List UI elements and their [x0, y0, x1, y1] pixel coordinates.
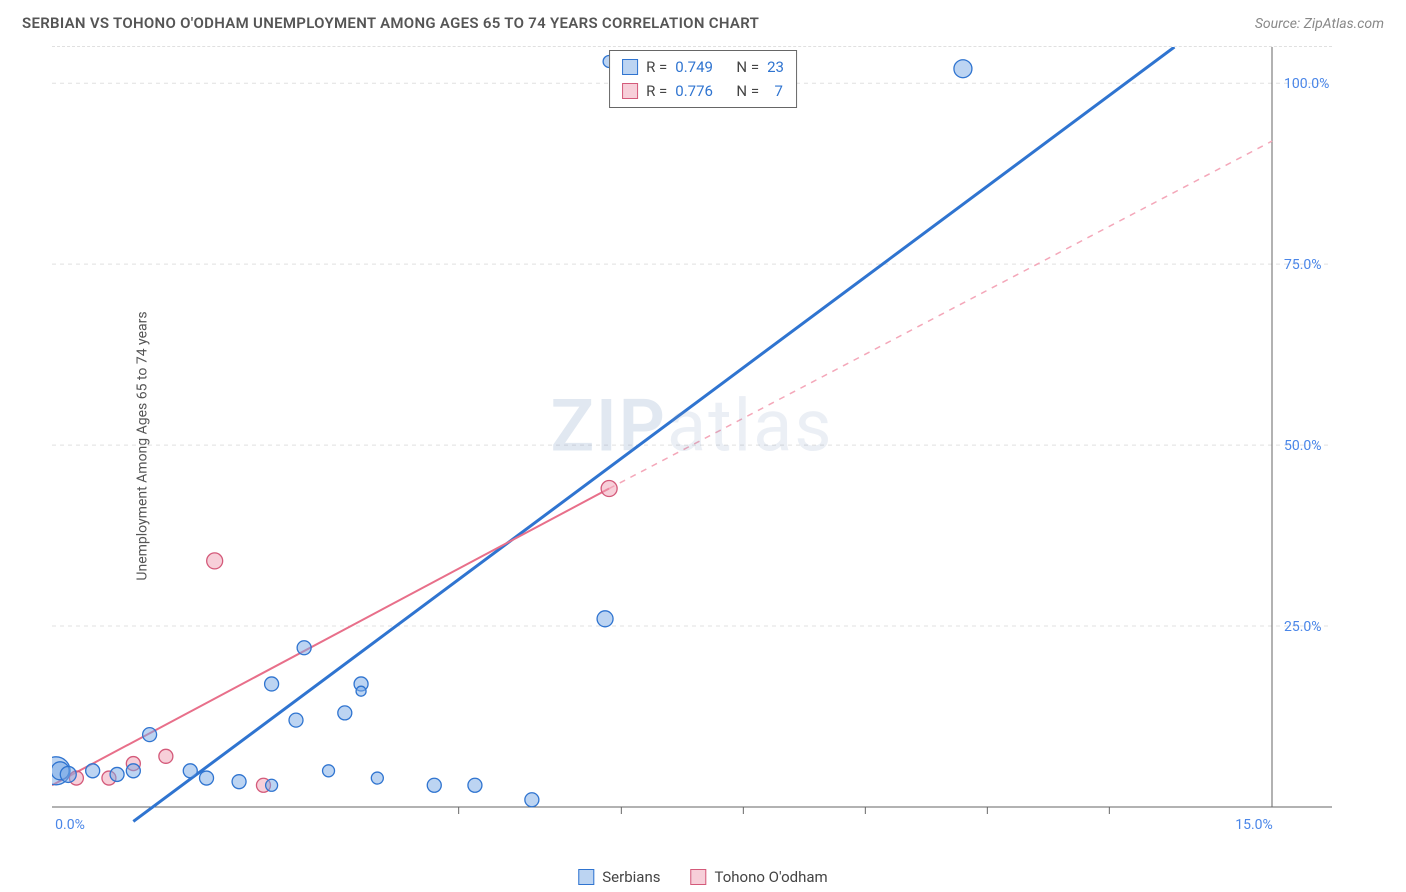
legend-item-blue: Serbians — [578, 868, 660, 886]
stats-box: R = 0.749 N = 23 R = 0.776 N = 7 — [609, 50, 797, 108]
header: SERBIAN VS TOHONO O'ODHAM UNEMPLOYMENT A… — [22, 14, 1384, 32]
swatch-blue — [622, 59, 638, 75]
svg-text:75.0%: 75.0% — [1284, 257, 1322, 273]
swatch-pink — [622, 83, 638, 99]
plot-area: 25.0%50.0%75.0%100.0%0.0%15.0% ZIPatlas — [52, 46, 1332, 836]
svg-text:15.0%: 15.0% — [1235, 817, 1273, 833]
chart-svg: 25.0% 50.0% 75.0% 100.0% 0.0% 15.0% — [52, 47, 1332, 837]
svg-text:100.0%: 100.0% — [1284, 76, 1329, 92]
swatch-pink — [690, 869, 706, 885]
bottom-legend: Serbians Tohono O'odham — [578, 868, 827, 886]
r-label: R = — [646, 55, 667, 79]
n-label: N = — [736, 79, 759, 103]
stats-row-blue: R = 0.749 N = 23 — [622, 55, 784, 79]
chart-title: SERBIAN VS TOHONO O'ODHAM UNEMPLOYMENT A… — [22, 14, 759, 32]
svg-text:0.0%: 0.0% — [55, 817, 85, 833]
r-value: 0.776 — [675, 79, 713, 103]
legend-label: Tohono O'odham — [714, 868, 827, 886]
svg-text:50.0%: 50.0% — [1284, 438, 1322, 454]
r-label: R = — [646, 79, 667, 103]
n-value: 7 — [767, 79, 783, 103]
n-value: 23 — [767, 55, 784, 79]
chart-container: SERBIAN VS TOHONO O'ODHAM UNEMPLOYMENT A… — [0, 0, 1406, 892]
stats-row-pink: R = 0.776 N = 7 — [622, 79, 784, 103]
swatch-blue — [578, 869, 594, 885]
legend-label: Serbians — [602, 868, 660, 886]
legend-item-pink: Tohono O'odham — [690, 868, 827, 886]
r-value: 0.749 — [675, 55, 713, 79]
n-label: N = — [736, 55, 759, 79]
svg-text:25.0%: 25.0% — [1284, 619, 1322, 635]
source-attribution: Source: ZipAtlas.com — [1255, 16, 1384, 32]
